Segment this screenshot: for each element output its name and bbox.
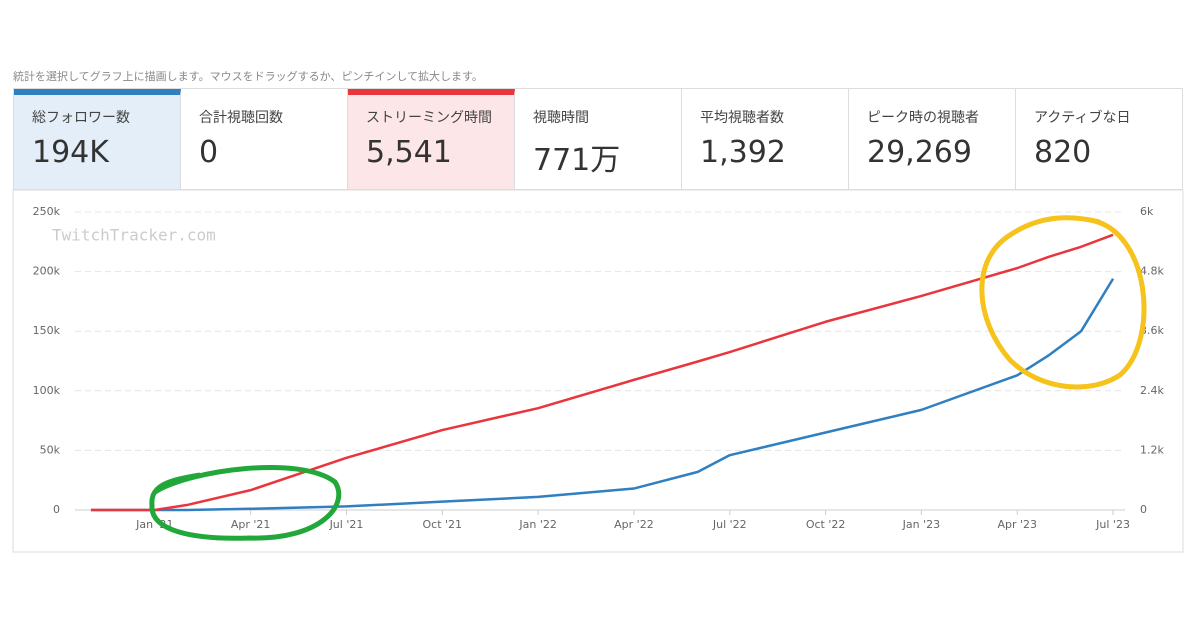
stat-label: アクティブな日	[1034, 110, 1131, 126]
y2-tick-label: 0	[1140, 503, 1147, 516]
stat-value: 0	[199, 135, 219, 170]
stat-card[interactable]: ストリーミング時間 5,541	[348, 89, 515, 189]
y2-tick-label: 3.6k	[1140, 324, 1164, 337]
stat-card[interactable]: 平均視聴者数 1,392	[682, 89, 849, 189]
stat-card[interactable]: 総フォロワー数 194K	[14, 89, 181, 189]
series-line	[90, 278, 1115, 512]
stat-value: 820	[1034, 135, 1092, 170]
x-tick-label: Jul '23	[1095, 518, 1130, 531]
stat-card[interactable]: アクティブな日 820	[1016, 89, 1182, 189]
chart-frame	[12, 189, 1184, 553]
x-tick-label: Apr '22	[614, 518, 654, 531]
x-tick-label: Oct '22	[806, 518, 846, 531]
x-tick-label: Jan '22	[518, 518, 556, 531]
stat-card[interactable]: 合計視聴回数 0	[181, 89, 348, 189]
y-tick-label: 200k	[33, 265, 61, 278]
stat-value: 1,392	[700, 135, 786, 170]
series-line	[90, 233, 1114, 512]
y2-tick-label: 1.2k	[1140, 443, 1164, 456]
stat-label: 平均視聴者数	[700, 110, 784, 126]
x-tick-label: Oct '21	[423, 518, 463, 531]
y-tick-label: 150k	[33, 324, 61, 337]
stat-label: 総フォロワー数	[32, 110, 130, 126]
stat-cards: 総フォロワー数 194K 合計視聴回数 0 ストリーミング時間 5,541 視聴時間 771万…	[13, 88, 1183, 190]
stat-card[interactable]: 視聴時間 771万	[515, 89, 682, 189]
y-tick-label: 100k	[33, 384, 61, 397]
y-tick-label: 250k	[33, 205, 61, 218]
stat-value: 5,541	[366, 135, 452, 170]
x-tick-label: Jan '23	[902, 518, 940, 531]
y2-tick-label: 4.8k	[1140, 265, 1164, 278]
annotation-circle	[149, 465, 342, 541]
y-tick-label: 50k	[40, 443, 61, 456]
x-tick-label: Jul '22	[712, 518, 747, 531]
x-tick-label: Apr '23	[997, 518, 1037, 531]
stat-label: ピーク時の視聴者	[867, 110, 979, 126]
x-tick-label: Jul '21	[329, 518, 364, 531]
stat-card[interactable]: ピーク時の視聴者 29,269	[849, 89, 1016, 189]
stat-value: 29,269	[867, 135, 972, 170]
stat-label: 視聴時間	[533, 110, 589, 126]
annotation-circle	[979, 215, 1147, 390]
watermark: TwitchTracker.com	[52, 226, 216, 245]
stat-label: ストリーミング時間	[366, 110, 492, 126]
stat-label: 合計視聴回数	[199, 110, 283, 126]
hint: 統計を選択してグラフ上に描画します。マウスをドラッグするか、ピンチインして拡大し…	[13, 70, 483, 83]
y2-tick-label: 6k	[1140, 205, 1154, 218]
x-tick-label: Apr '21	[231, 518, 271, 531]
stat-value: 771万	[533, 143, 621, 178]
y-tick-label: 0	[53, 503, 60, 516]
y2-tick-label: 2.4k	[1140, 384, 1164, 397]
stat-value: 194K	[32, 135, 109, 170]
